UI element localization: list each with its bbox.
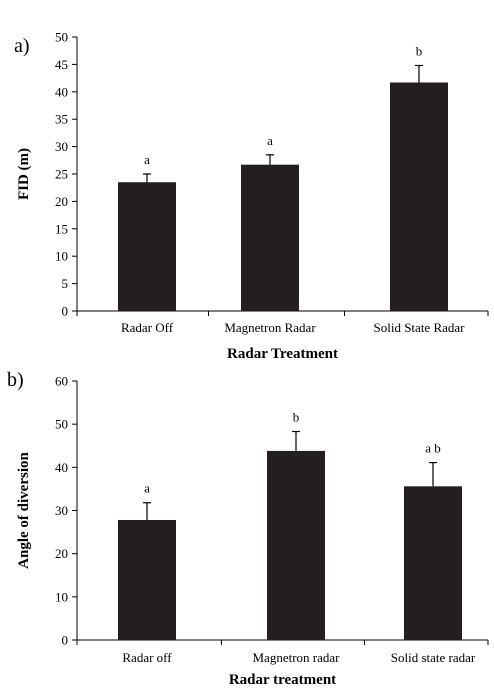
- y-tick-label: 20: [55, 194, 68, 209]
- significance-label: a: [144, 152, 150, 167]
- bar: [267, 450, 325, 640]
- significance-label: a: [144, 481, 150, 496]
- y-tick-label: 50: [55, 417, 68, 432]
- bar: [404, 486, 462, 640]
- x-tick-label: Magnetron Radar: [224, 320, 316, 335]
- x-tick-label: Magnetron radar: [253, 650, 341, 665]
- significance-label: b: [416, 43, 423, 58]
- panel-label: b): [7, 369, 24, 391]
- panel-label: a): [14, 35, 30, 57]
- x-axis-title: Radar treatment: [229, 672, 336, 688]
- x-tick-label: Radar off: [122, 650, 172, 665]
- x-tick-label: Radar Off: [121, 320, 174, 335]
- y-tick-label: 0: [62, 304, 69, 319]
- y-tick-label: 10: [55, 589, 68, 604]
- y-tick-label: 45: [55, 57, 68, 72]
- y-tick-label: 60: [55, 374, 68, 389]
- y-tick-label: 5: [62, 276, 69, 291]
- significance-label: a b: [425, 441, 441, 456]
- bar: [241, 164, 299, 311]
- y-tick-label: 40: [55, 84, 68, 99]
- y-axis-title: Angle of diversion: [16, 452, 32, 569]
- y-tick-label: 10: [55, 249, 68, 264]
- significance-label: b: [293, 410, 300, 425]
- y-tick-label: 25: [55, 167, 68, 182]
- y-tick-label: 50: [55, 30, 68, 45]
- y-tick-label: 30: [55, 503, 68, 518]
- y-tick-label: 40: [55, 460, 68, 475]
- y-tick-label: 30: [55, 139, 68, 154]
- x-axis-title: Radar Treatment: [227, 346, 338, 362]
- y-tick-label: 20: [55, 546, 68, 561]
- y-tick-label: 35: [55, 112, 68, 127]
- y-tick-label: 15: [55, 221, 68, 236]
- bar: [118, 519, 176, 640]
- bar: [118, 182, 176, 311]
- x-tick-label: Solid state radar: [391, 650, 476, 665]
- significance-label: a: [267, 133, 273, 148]
- y-tick-label: 0: [62, 633, 69, 648]
- bar: [390, 82, 448, 311]
- panel-a: a) 0 5 10 15 20 25 30 35 40 45 50 a Radar Off a Magnetr…: [14, 30, 489, 362]
- y-axis-title: FID (m): [16, 148, 32, 200]
- x-tick-label: Solid State Radar: [374, 320, 466, 335]
- panel-b: b) 0 10 20 30 40 50 60 a Radar off b Magnetron rada…: [7, 369, 489, 688]
